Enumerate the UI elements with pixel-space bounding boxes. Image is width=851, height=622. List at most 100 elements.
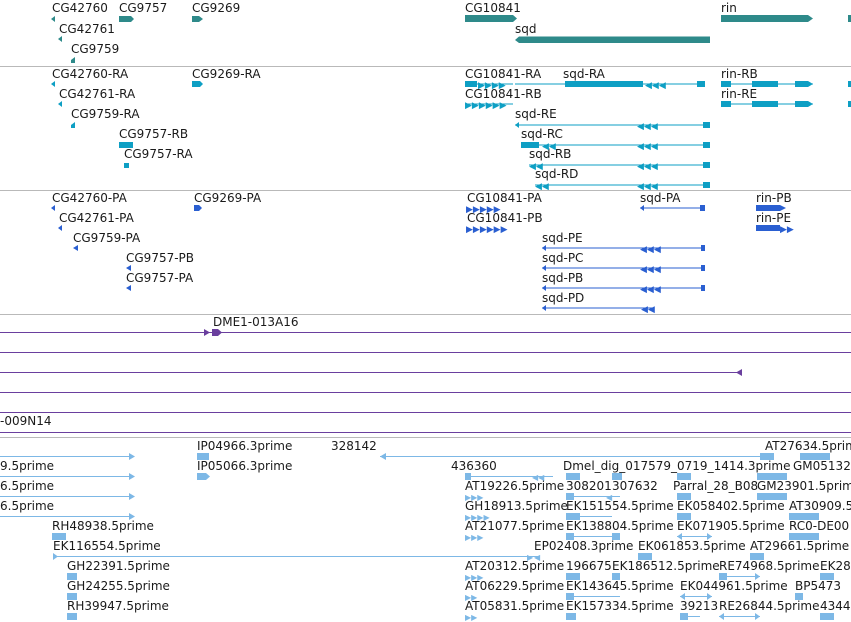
est-label[interactable]: AT27634.5prime xyxy=(765,439,851,453)
est-label[interactable]: EK157334.5prime xyxy=(566,599,674,613)
est-label[interactable]: 308201 xyxy=(566,479,612,493)
est-feature[interactable]: ◀ xyxy=(534,553,541,562)
transcript-label[interactable]: sqd-RA xyxy=(563,67,605,81)
gene-label[interactable]: CG10841 xyxy=(465,1,521,15)
est-feature[interactable] xyxy=(0,473,135,480)
protein-label[interactable]: sqd-PE xyxy=(542,231,583,245)
transcript-feature[interactable] xyxy=(71,122,75,128)
protein-feature[interactable] xyxy=(640,205,705,211)
est-feature[interactable] xyxy=(757,473,787,480)
est-feature[interactable] xyxy=(566,533,620,540)
gene-feature[interactable] xyxy=(119,16,134,22)
est-label[interactable]: EK061853.5prime xyxy=(638,539,746,553)
transcript-label[interactable]: CG9757-RA xyxy=(124,147,193,161)
transcript-label[interactable]: CG10841-RA xyxy=(465,67,542,81)
est-label[interactable]: GH22391.5prime xyxy=(67,559,170,573)
est-label[interactable]: AT05831.5prime xyxy=(465,599,565,613)
transcript-label[interactable]: CG10841-RB xyxy=(465,87,542,101)
est-feature[interactable] xyxy=(677,533,712,540)
gene-feature[interactable] xyxy=(71,57,75,63)
protein-feature[interactable]: ◀◀◀ xyxy=(542,245,705,255)
transcript-feature[interactable] xyxy=(58,101,62,107)
est-feature[interactable] xyxy=(566,573,580,580)
est-feature[interactable] xyxy=(612,573,620,580)
transcript-label[interactable]: CG9269-RA xyxy=(192,67,261,81)
protein-feature[interactable] xyxy=(194,205,202,211)
est-feature[interactable] xyxy=(197,453,209,460)
clone-feature[interactable] xyxy=(0,369,742,376)
clone-feature[interactable] xyxy=(0,329,851,336)
est-feature[interactable] xyxy=(680,613,700,620)
est-feature[interactable] xyxy=(750,553,764,560)
est-label[interactable]: Dmel_dig_017579_0719_1414.3prime xyxy=(563,459,791,473)
est-feature[interactable] xyxy=(719,573,760,580)
est-label[interactable]: RH39947.5prime xyxy=(67,599,169,613)
protein-label[interactable]: CG42761-PA xyxy=(59,211,134,225)
est-label[interactable]: IP04966.3prime xyxy=(197,439,293,453)
est-feature[interactable] xyxy=(67,593,77,600)
est-feature[interactable] xyxy=(677,513,691,520)
est-feature[interactable] xyxy=(820,573,834,580)
est-label[interactable]: EK186512.5prime xyxy=(612,559,720,573)
est-label[interactable]: 6.5prime xyxy=(0,499,55,513)
gene-label[interactable]: CG9757 xyxy=(119,1,168,15)
est-feature[interactable]: ▶▶▶▶ xyxy=(465,513,490,522)
est-feature[interactable] xyxy=(67,613,77,620)
transcript-label[interactable]: CG9757-RB xyxy=(119,127,189,141)
transcript-label[interactable]: CG42761-RA xyxy=(59,87,136,101)
est-label[interactable]: 436360 xyxy=(451,459,497,473)
est-label[interactable]: EK116554.5prime xyxy=(53,539,161,553)
est-feature[interactable] xyxy=(52,533,66,540)
est-feature[interactable]: ▶▶ xyxy=(465,593,478,602)
transcript-feature[interactable]: ◀◀ ◀◀◀ xyxy=(535,182,710,192)
protein-label[interactable]: CG9759-PA xyxy=(73,231,141,245)
est-feature[interactable] xyxy=(566,513,612,520)
protein-label[interactable]: CG42760-PA xyxy=(52,191,127,205)
est-feature[interactable]: ◀◀ xyxy=(465,473,553,482)
est-label[interactable]: RH48938.5prime xyxy=(52,519,154,533)
est-label[interactable]: 39213 xyxy=(680,599,719,613)
gene-label[interactable]: CG42761 xyxy=(59,22,115,36)
protein-label[interactable]: CG9269-PA xyxy=(194,191,262,205)
transcript-label[interactable]: sqd-RC xyxy=(521,127,563,141)
transcript-feature[interactable] xyxy=(119,142,133,148)
protein-label[interactable]: sqd-PD xyxy=(542,291,585,305)
est-label[interactable]: 6.5prime xyxy=(0,479,55,493)
est-label[interactable]: EK058402.5prime xyxy=(677,499,785,513)
est-feature[interactable] xyxy=(800,453,830,460)
transcript-label[interactable]: CG42760-RA xyxy=(52,67,129,81)
transcript-label[interactable]: CG9759-RA xyxy=(71,107,140,121)
est-label[interactable]: AT19226.5prime xyxy=(465,479,565,493)
protein-label[interactable]: CG10841-PB xyxy=(467,211,543,225)
est-feature[interactable] xyxy=(566,613,576,620)
est-label[interactable]: RE74968.5prime xyxy=(719,559,820,573)
est-label[interactable]: AT21077.5prime xyxy=(465,519,565,533)
est-feature[interactable] xyxy=(0,513,135,520)
transcript-feature[interactable]: ◀◀ ◀◀◀ xyxy=(529,162,710,172)
est-feature[interactable] xyxy=(677,473,691,480)
est-feature[interactable] xyxy=(0,493,135,500)
protein-label[interactable]: sqd-PB xyxy=(542,271,584,285)
transcript-label[interactable]: sqd-RE xyxy=(515,107,557,121)
protein-feature[interactable] xyxy=(126,285,131,291)
est-feature[interactable] xyxy=(677,493,691,500)
est-label[interactable]: EK138804.5prime xyxy=(566,519,674,533)
est-feature[interactable] xyxy=(566,593,620,600)
transcript-label[interactable]: sqd-RD xyxy=(535,167,579,181)
est-feature[interactable] xyxy=(67,573,77,580)
est-label[interactable]: EK044961.5prime xyxy=(680,579,788,593)
gene-label[interactable]: rin xyxy=(721,1,737,15)
gene-label[interactable]: sqd xyxy=(515,22,537,36)
protein-label[interactable]: sqd-PA xyxy=(640,191,681,205)
est-label[interactable]: IP05066.3prime xyxy=(197,459,293,473)
protein-label[interactable]: rin-PB xyxy=(756,191,792,205)
protein-feature[interactable] xyxy=(73,245,78,251)
est-label[interactable]: EP02408.3prime xyxy=(534,539,634,553)
est-label[interactable]: RC0-DE00 xyxy=(789,519,850,533)
gene-feature[interactable] xyxy=(515,36,710,44)
gene-feature[interactable] xyxy=(58,36,62,42)
transcript-label[interactable]: rin-RB xyxy=(721,67,758,81)
transcript-feature[interactable] xyxy=(51,81,55,87)
gene-label[interactable]: CG9759 xyxy=(71,42,120,56)
est-feature[interactable] xyxy=(789,533,819,540)
